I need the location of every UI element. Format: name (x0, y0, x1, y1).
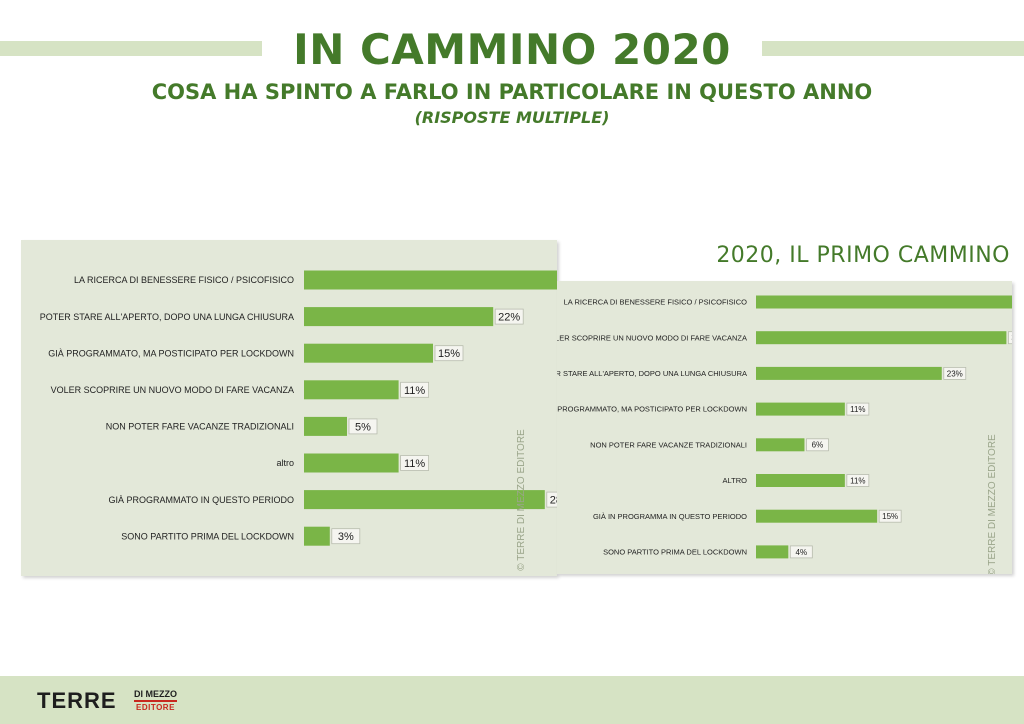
category-label: GIÀ PROGRAMMATO, MA POSTICIPATO PER LOCK… (557, 405, 747, 414)
bar (756, 438, 805, 452)
value-label-box (846, 402, 870, 416)
logo-editore-text: EDITORE (136, 703, 175, 712)
right-chart-title: 2020, IL PRIMO CAMMINO (716, 243, 1010, 268)
category-label: altro (276, 458, 294, 468)
value-label-box (806, 438, 829, 452)
multiple-answers-note: (RISPOSTE MULTIPLE) (414, 108, 610, 127)
value-label-box (434, 345, 464, 362)
title-decoration-left (0, 41, 262, 56)
value-label: 23% (947, 369, 963, 378)
title-decoration-right (762, 41, 1024, 56)
bar (304, 307, 494, 327)
value-label: 3% (338, 531, 354, 543)
value-label: 5% (355, 421, 371, 433)
value-label: 11% (404, 385, 425, 397)
value-label: 31% (1011, 334, 1012, 343)
value-label-box (789, 545, 813, 559)
value-label: 15% (438, 348, 460, 360)
category-label: SONO PARTITO PRIMA DEL LOCKDOWN (603, 548, 747, 557)
category-label: NON POTER FARE VACANZE TRADIZIONALI (106, 422, 294, 432)
copyright-watermark: © TERRE DI MEZZO EDITORE (516, 429, 527, 571)
category-label: VOLER SCOPRIRE UN NUOVO MODO DI FARE VAC… (51, 385, 294, 395)
category-label: NON POTER FARE VACANZE TRADIZIONALI (590, 440, 747, 449)
value-label-box (846, 474, 870, 487)
logo-dimezzo-text: DI MEZZO (134, 689, 177, 702)
bar (304, 416, 347, 436)
copyright-watermark: © TERRE DI MEZZO EDITORE (987, 434, 998, 574)
value-label: 15% (882, 512, 898, 521)
value-label: 11% (850, 405, 865, 414)
value-label-box (400, 455, 430, 471)
bar (304, 343, 433, 363)
bar (756, 295, 1012, 309)
bar-chart-left: LA RICERCA DI BENESSERE FISICO / PSICOFI… (40, 270, 557, 571)
page-subtitle: COSA HA SPINTO A FARLO IN PARTICOLARE IN… (151, 80, 873, 104)
value-label-box (546, 491, 557, 508)
bar (756, 402, 845, 416)
value-label-box (1007, 331, 1012, 345)
page-title: IN CAMMINO 2020 (293, 25, 731, 74)
chart-panel-first-walk: LA RICERCA DI BENESSERE FISICO / PSICOFI… (557, 281, 1012, 574)
logo-terre-text: TERRE (37, 688, 117, 713)
category-label: GIÀ IN PROGRAMMA IN QUESTO PERIODO (593, 512, 747, 521)
value-label-box (943, 367, 967, 380)
category-label: LA RICERCA DI BENESSERE FISICO / PSICOFI… (564, 298, 748, 307)
value-label: 11% (850, 476, 865, 485)
value-label: 22% (498, 312, 520, 324)
value-label: 28% (550, 495, 557, 507)
category-label: GIÀ PROGRAMMATO, MA POSTICIPATO PER LOCK… (48, 348, 294, 358)
category-label: VOLER SCOPRIRE UN NUOVO MODO DI FARE VAC… (557, 333, 747, 342)
category-label: LA RICERCA DI BENESSERE FISICO / PSICOFI… (74, 275, 294, 285)
bar (756, 545, 789, 559)
value-label-box (400, 381, 430, 398)
value-label: 4% (796, 548, 808, 557)
value-label: 11% (404, 458, 425, 470)
bar (304, 380, 399, 400)
chart-panel-2020-motivations: LA RICERCA DI BENESSERE FISICO / PSICOFI… (21, 240, 557, 576)
bar (304, 490, 545, 510)
bar (756, 366, 942, 380)
value-label-box (494, 308, 524, 325)
category-label: GIÀ PROGRAMMATO IN QUESTO PERIODO (108, 495, 294, 505)
bar (304, 526, 330, 546)
bar (756, 474, 845, 487)
bar (756, 331, 1007, 345)
category-label: SONO PARTITO PRIMA DEL LOCKDOWN (121, 531, 294, 541)
category-label: ALTRO (723, 476, 748, 485)
bar-chart-right: LA RICERCA DI BENESSERE FISICO / PSICOFI… (557, 295, 1012, 574)
value-label-box (878, 509, 902, 523)
bar (756, 509, 878, 523)
value-label-box (331, 528, 361, 545)
category-label: POTER STARE ALL'APERTO, DOPO UNA LUNGA C… (557, 369, 747, 378)
value-label-box (348, 418, 378, 435)
bar (304, 270, 557, 290)
bar (304, 453, 399, 473)
category-label: POTER STARE ALL'APERTO, DOPO UNA LUNGA C… (40, 312, 294, 322)
value-label: 6% (812, 441, 824, 450)
